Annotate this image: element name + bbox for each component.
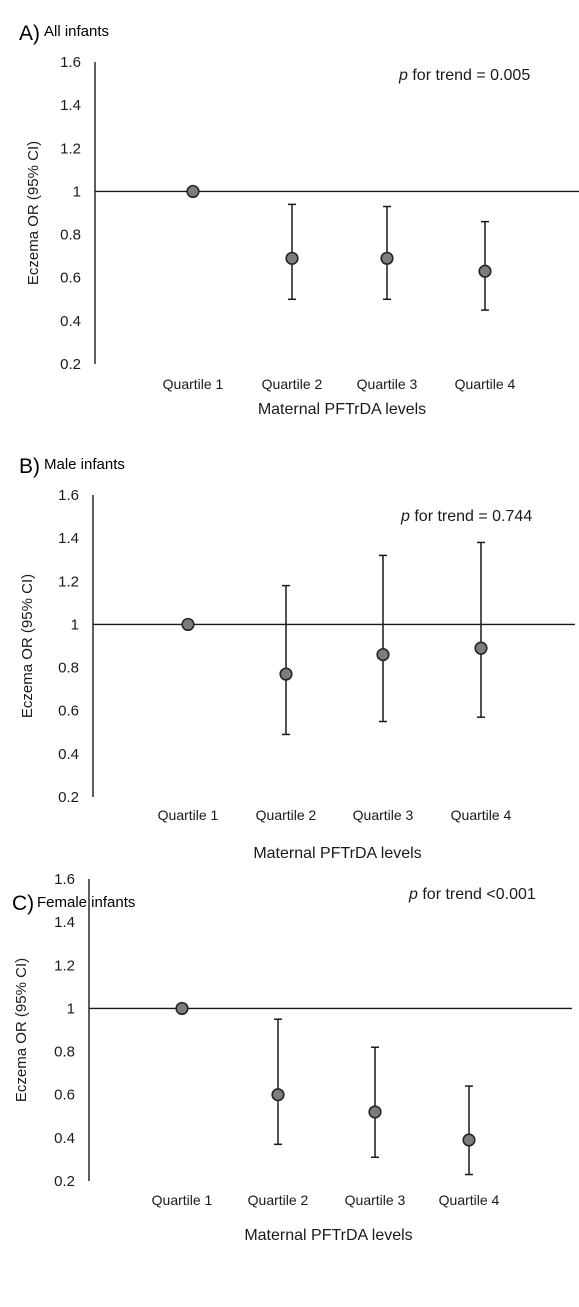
y-tick-label: 1.4	[60, 97, 81, 114]
y-axis-title: Eczema OR (95% CI)	[25, 141, 42, 285]
data-point	[175, 1001, 189, 1016]
x-tick-label: Quartile 3	[345, 1192, 406, 1208]
data-point	[474, 641, 488, 655]
y-tick-label: 1.6	[60, 54, 81, 71]
x-axis-title: Maternal PFTrDA levels	[258, 401, 426, 418]
chart-a: A) All infants 1.6 1.4 1.2 1 0.8 0.6 0.4 0.2 Eczem…	[19, 22, 579, 418]
data-point	[279, 667, 293, 681]
y-tick-label: 1	[71, 616, 79, 633]
trend-annotation: p for trend = 0.005	[398, 67, 530, 84]
panel-title: All infants	[44, 23, 109, 40]
y-tick-label: 0.8	[60, 227, 81, 244]
x-tick-label: Quartile 2	[256, 807, 317, 823]
x-tick-label: Quartile 4	[455, 376, 516, 392]
y-tick-label: 1.2	[58, 573, 79, 590]
y-axis-title: Eczema OR (95% CI)	[13, 958, 30, 1102]
panel-b: B) Male infants 1.6 1.4 1.2 1 0.8 0.6 0.4 0.2 Ecze…	[0, 437, 579, 871]
panel-c: C) Female infants 1.6 1.4 1.2 1 0.8 0.6 0.4 0.2 Ec…	[0, 871, 579, 1307]
y-tick-label: 0.6	[58, 703, 79, 720]
y-tick-label: 0.4	[54, 1130, 75, 1147]
data-point	[271, 1088, 285, 1102]
data-point	[376, 648, 390, 662]
x-tick-label: Quartile 2	[248, 1192, 309, 1208]
data-point	[380, 251, 394, 265]
data-point	[462, 1133, 476, 1147]
plot-group: B) Male infants 1.6 1.4 1.2 1 0.8 0.6 0.4 0.2 Ecze…	[19, 455, 575, 862]
data-point	[186, 184, 200, 199]
trend-annotation: p for trend <0.001	[408, 886, 536, 903]
y-tick-label: 0.8	[54, 1044, 75, 1061]
y-tick-label: 1.2	[60, 140, 81, 157]
y-tick-label: 1.2	[54, 957, 75, 974]
data-point	[181, 617, 195, 632]
panel-letter: B)	[19, 455, 40, 478]
panel-letter: A)	[19, 22, 40, 45]
y-tick-label: 1	[67, 1000, 75, 1017]
panel-letter: C)	[12, 892, 34, 915]
y-tick-label: 1.4	[58, 530, 79, 547]
y-tick-label: 1.4	[54, 914, 75, 931]
y-tick-label: 1.6	[58, 487, 79, 504]
x-tick-label: Quartile 1	[158, 807, 219, 823]
y-axis-title: Eczema OR (95% CI)	[19, 574, 36, 718]
panel-title: Female infants	[37, 894, 135, 911]
x-tick-label: Quartile 3	[353, 807, 414, 823]
y-tick-label: 0.2	[54, 1173, 75, 1190]
x-tick-label: Quartile 1	[152, 1192, 213, 1208]
data-point	[285, 251, 299, 265]
chart-c: C) Female infants 1.6 1.4 1.2 1 0.8 0.6 0.4 0.2 Ec…	[12, 871, 572, 1244]
x-axis-title: Maternal PFTrDA levels	[253, 845, 421, 862]
y-tick-label: 0.6	[60, 270, 81, 287]
plot-group: C) Female infants 1.6 1.4 1.2 1 0.8 0.6 0.4 0.2 Ec…	[12, 871, 572, 1244]
y-tick-label: 0.2	[58, 789, 79, 806]
y-tick-label: 0.6	[54, 1087, 75, 1104]
y-tick-label: 0.8	[58, 660, 79, 677]
x-tick-label: Quartile 4	[439, 1192, 500, 1208]
panel-title: Male infants	[44, 456, 125, 473]
data-point	[368, 1105, 382, 1119]
y-tick-label: 0.2	[60, 356, 81, 373]
x-tick-label: Quartile 2	[262, 376, 323, 392]
y-tick-label: 1.6	[54, 871, 75, 888]
y-tick-label: 0.4	[60, 313, 81, 330]
chart-b: B) Male infants 1.6 1.4 1.2 1 0.8 0.6 0.4 0.2 Ecze…	[19, 455, 575, 862]
data-point	[478, 264, 492, 278]
panel-a: A) All infants 1.6 1.4 1.2 1 0.8 0.6 0.4 0.2 Eczem…	[0, 0, 579, 434]
trend-annotation: p for trend = 0.744	[400, 508, 532, 525]
y-tick-label: 0.4	[58, 746, 79, 763]
x-tick-label: Quartile 1	[163, 376, 224, 392]
plot-group: A) All infants 1.6 1.4 1.2 1 0.8 0.6 0.4 0.2 Eczem…	[19, 22, 579, 418]
x-axis-title: Maternal PFTrDA levels	[244, 1227, 412, 1244]
x-tick-label: Quartile 4	[451, 807, 512, 823]
y-tick-label: 1	[73, 183, 81, 200]
x-tick-label: Quartile 3	[357, 376, 418, 392]
